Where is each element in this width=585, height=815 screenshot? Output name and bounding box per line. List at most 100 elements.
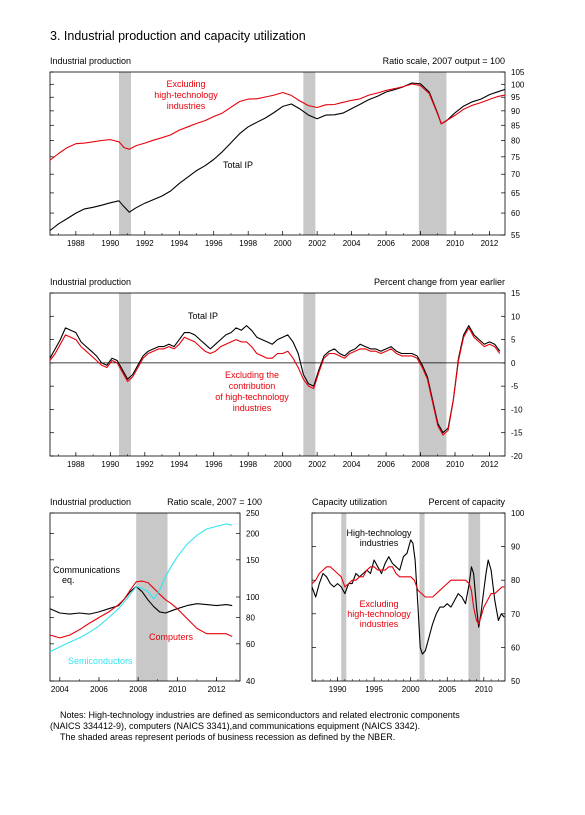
chart-2-title: Industrial production <box>50 277 131 287</box>
chart-3-y-tick-label: 80 <box>246 613 255 622</box>
chart-4-x-tick-label: 1990 <box>329 685 347 694</box>
chart-4-x-tick-label: 2010 <box>475 685 493 694</box>
chart-4-recession-band <box>341 513 347 681</box>
chart-2-label-excluding-2: contribution <box>229 381 276 391</box>
chart-2-lines <box>49 325 501 436</box>
chart-4-recessions <box>341 513 481 681</box>
chart-3-subtitle: Ratio scale, 2007 = 100 <box>167 497 262 507</box>
chart-2-y-tick-label: 0 <box>511 359 516 368</box>
chart-2-subtitle: Percent change from year earlier <box>374 277 505 287</box>
chart-1-x-tick-label: 1996 <box>205 239 223 248</box>
chart-3-x-tick-label: 2004 <box>51 685 69 694</box>
chart-4-label-ex-2: high-technology <box>347 609 411 619</box>
chart-1-y-tick-label: 65 <box>511 189 520 198</box>
chart-1-y-tick-label: 105 <box>511 68 525 77</box>
chart-2-label-total: Total IP <box>188 311 218 321</box>
chart-1-x-tick-label: 1990 <box>101 239 119 248</box>
chart-2-frame <box>49 292 506 457</box>
chart-4-label-ex-1: Excluding <box>359 599 398 609</box>
notes: Notes: High-technology industries are de… <box>50 710 560 743</box>
page-title: 3. Industrial production and capacity ut… <box>50 29 306 43</box>
chart-4-label-ex-3: industries <box>360 619 399 629</box>
chart-2-series-black-line <box>49 325 501 434</box>
chart-1-subtitle: Ratio scale, 2007 output = 100 <box>383 56 505 66</box>
chart-3-lines <box>49 523 233 653</box>
chart-4-recession-band <box>468 513 481 681</box>
chart-4-y-tick-label: 60 <box>511 643 520 652</box>
chart-1-lines <box>49 82 506 231</box>
chart-1-label-excluding-1: Excluding <box>166 79 205 89</box>
chart-2-x-tick-label: 2000 <box>274 460 292 469</box>
chart-3-y-tick-label: 60 <box>246 640 255 649</box>
chart-3-series-black-line <box>49 586 233 615</box>
chart-4-label-ht-1: High-technology <box>346 528 412 538</box>
chart-2-label-excluding-4: industries <box>233 403 272 413</box>
chart-3-y-tick-label: 250 <box>246 509 260 518</box>
chart-4-x-tick-label: 2005 <box>438 685 456 694</box>
chart-2-x-tick-label: 2006 <box>377 460 395 469</box>
chart-3-y-tick-label: 100 <box>246 593 260 602</box>
chart-1-x-tick-label: 2006 <box>377 239 395 248</box>
chart-1-x-tick-label: 2008 <box>412 239 430 248</box>
chart-2: 1988 1990 1992 1994 1996 1998 2000 2002 2004 2006… <box>49 277 523 469</box>
chart-3-y-tick-label: 200 <box>246 529 260 538</box>
chart-1-y-tick-label: 80 <box>511 137 520 146</box>
chart-1-title: Industrial production <box>50 56 131 66</box>
chart-2-y-tick-label: -20 <box>511 452 523 461</box>
chart-2-x-tick-label: 1998 <box>239 460 257 469</box>
chart-1-label-excluding-3: industries <box>167 101 206 111</box>
chart-2-x-tick-label: 2012 <box>481 460 499 469</box>
chart-2-x-tick-label: 1988 <box>67 460 85 469</box>
chart-4-x-tick-label: 1995 <box>365 685 383 694</box>
chart-1-x-tick-label: 2010 <box>446 239 464 248</box>
chart-4-x-tick-label: 2000 <box>402 685 420 694</box>
notes-line-3: The shaded areas represent periods of bu… <box>60 732 396 742</box>
chart-1-series-red-line <box>49 83 506 161</box>
chart-2-ticks: 1988 1990 1992 1994 1996 1998 2000 2002 2004 2006… <box>50 289 523 469</box>
chart-4-y-tick-label: 50 <box>511 677 520 686</box>
chart-3: 2004 2006 2008 2010 2012 40 60 80 100 150 200 250 I… <box>49 497 262 694</box>
chart-1-x-tick-label: 1998 <box>239 239 257 248</box>
chart-3-x-tick-label: 2010 <box>168 685 186 694</box>
chart-2-x-tick-label: 2008 <box>412 460 430 469</box>
chart-4-label-ht-2: industries <box>360 538 399 548</box>
chart-3-label-computers: Computers <box>149 632 194 642</box>
chart-2-recessions <box>118 293 447 456</box>
chart-1-x-tick-label: 1994 <box>170 239 188 248</box>
chart-4-series-red-line <box>311 566 505 625</box>
chart-1-x-tick-label: 2000 <box>274 239 292 248</box>
chart-1-y-tick-label: 85 <box>511 121 520 130</box>
chart-4-y-tick-label: 100 <box>511 509 525 518</box>
chart-1-y-tick-label: 90 <box>511 107 520 116</box>
chart-4-series-black-line <box>311 539 505 655</box>
chart-1-y-tick-label: 100 <box>511 80 525 89</box>
chart-2-label-excluding-3: of high-technology <box>215 392 289 402</box>
chart-2-y-tick-label: 5 <box>511 336 516 345</box>
chart-4-title: Capacity utilization <box>312 497 387 507</box>
chart-1-ticks: 1988 1990 1992 1994 1996 1998 2000 2002 2004 2006… <box>50 68 525 248</box>
chart-1-recession-band <box>418 72 447 235</box>
chart-3-y-tick-label: 150 <box>246 556 260 565</box>
notes-line-2: (NAICS 334412-9), computers (NAICS 3341)… <box>50 721 421 731</box>
chart-2-recession-band <box>303 293 316 456</box>
chart-4-recession-band <box>419 513 425 681</box>
chart-2-y-tick-label: -5 <box>511 382 519 391</box>
chart-2-x-tick-label: 1992 <box>136 460 154 469</box>
chart-4-subtitle: Percent of capacity <box>428 497 505 507</box>
chart-2-x-tick-label: 2010 <box>446 460 464 469</box>
chart-2-x-tick-label: 1996 <box>205 460 223 469</box>
chart-3-label-comm-2: eq. <box>62 575 75 585</box>
chart-1-y-tick-label: 75 <box>511 153 520 162</box>
chart-2-x-tick-label: 2004 <box>343 460 361 469</box>
chart-1-x-tick-label: 1992 <box>136 239 154 248</box>
chart-3-x-tick-label: 2006 <box>90 685 108 694</box>
chart-1-x-tick-label: 1988 <box>67 239 85 248</box>
chart-1-y-tick-label: 95 <box>511 93 520 102</box>
chart-2-x-tick-label: 2002 <box>308 460 326 469</box>
chart-4: 1990 1995 2000 2005 2010 50 60 70 80 90 100 Capaci… <box>311 497 525 694</box>
chart-4-y-tick-label: 80 <box>511 576 520 585</box>
chart-2-x-tick-label: 1990 <box>101 460 119 469</box>
chart-1-recession-band <box>118 72 132 235</box>
chart-3-x-tick-label: 2012 <box>208 685 226 694</box>
